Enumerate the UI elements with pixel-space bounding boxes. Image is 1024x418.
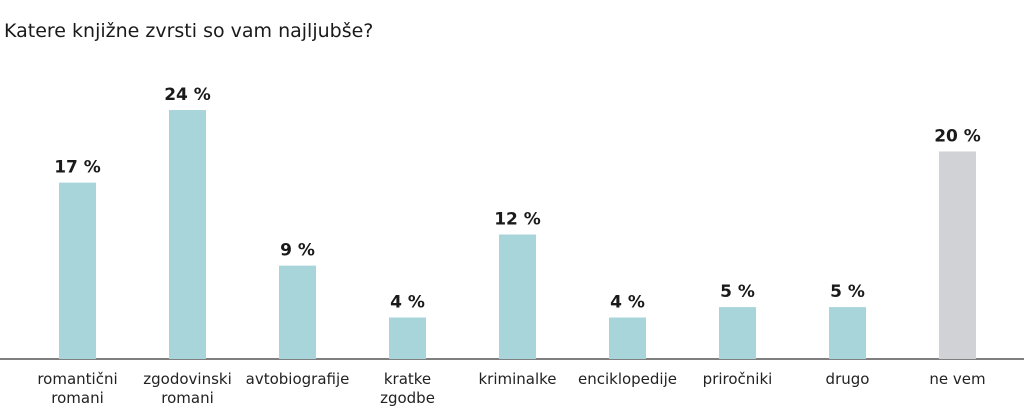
bar-0 (59, 182, 96, 359)
bar-7 (829, 307, 866, 359)
category-label-line: zgodovinski (143, 370, 232, 388)
bar-6 (719, 307, 756, 359)
category-label-line: avtobiografije (246, 370, 350, 388)
category-label-2: avtobiografije (246, 370, 350, 388)
bar-8 (939, 151, 976, 359)
value-label-8: 20 % (934, 127, 981, 147)
category-label-6: priročniki (703, 370, 773, 388)
category-label-1: zgodovinski romani (143, 370, 232, 407)
category-label-line: drugo (826, 370, 870, 388)
category-label-7: drugo (826, 370, 870, 388)
value-label-1: 24 % (164, 85, 211, 105)
category-label-line: romani (51, 389, 104, 407)
bar-4 (499, 234, 536, 359)
category-label-0: romantični romani (37, 370, 117, 407)
category-label-3: kratke zgodbe (380, 370, 435, 407)
category-label-line: zgodbe (380, 389, 435, 407)
category-label-line: ne vem (929, 370, 985, 388)
bar-1 (169, 110, 206, 359)
value-label-6: 5 % (720, 282, 755, 302)
value-label-5: 4 % (610, 293, 645, 313)
category-label-line: kratke (384, 370, 431, 388)
category-label-line: enciklopedije (578, 370, 677, 388)
value-label-4: 12 % (494, 210, 541, 230)
bar-2 (279, 265, 316, 359)
value-label-7: 5 % (830, 282, 865, 302)
value-label-2: 9 % (280, 241, 315, 261)
category-label-line: romani (161, 389, 214, 407)
value-label-3: 4 % (390, 293, 425, 313)
chart-title: Katere knjižne zvrsti so vam najljubše? (4, 20, 374, 42)
category-label-4: kriminalke (478, 370, 556, 388)
category-label-8: ne vem (929, 370, 985, 388)
category-label-line: kriminalke (478, 370, 556, 388)
bar-3 (389, 317, 426, 359)
category-label-5: enciklopedije (578, 370, 677, 388)
bar-5 (609, 317, 646, 359)
value-label-0: 17 % (54, 158, 101, 178)
category-label-line: romantični (37, 370, 117, 388)
category-label-line: priročniki (703, 370, 773, 388)
